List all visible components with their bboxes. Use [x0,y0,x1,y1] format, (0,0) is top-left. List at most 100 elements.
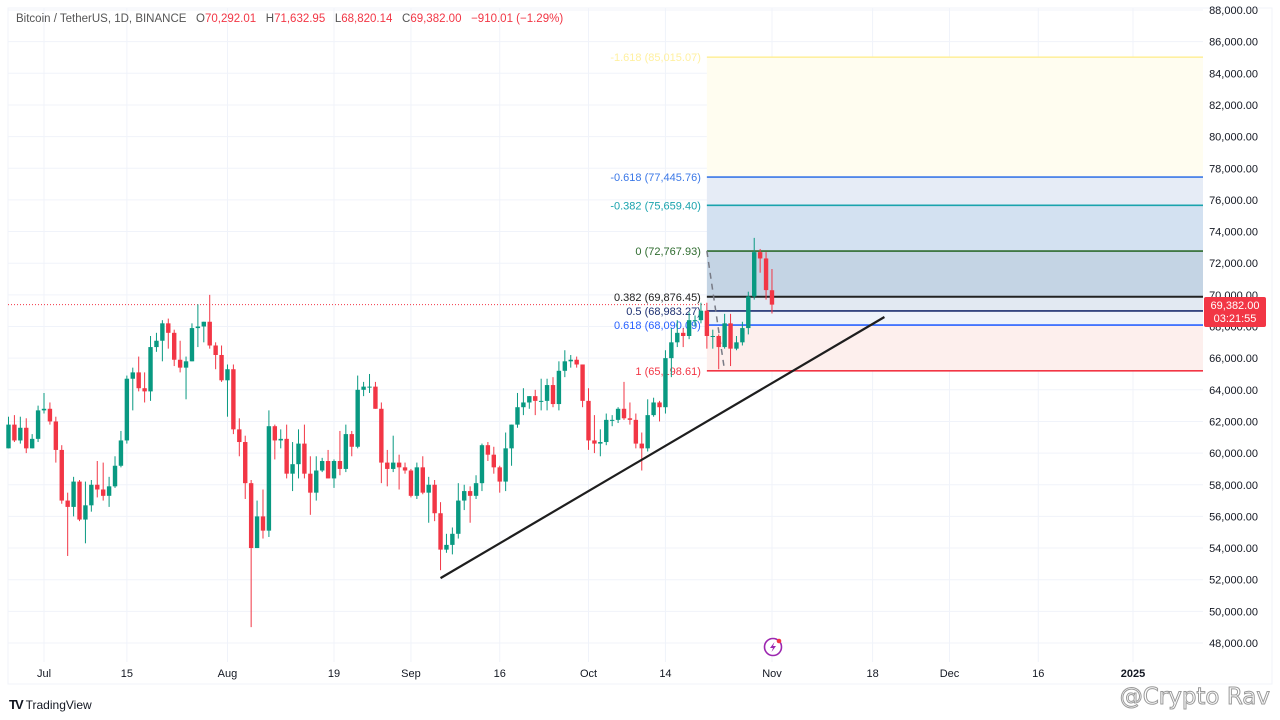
candle-body [308,473,313,493]
candle [59,445,64,504]
price-tick-label: 56,000.00 [1209,511,1258,523]
candle-body [343,434,349,469]
candle-body [550,385,556,405]
candle-body [225,369,230,381]
candle-body [385,462,390,469]
candle-body [615,408,621,420]
candle [47,402,53,425]
candle [467,486,473,523]
candle [201,321,206,343]
candle-body [515,407,520,425]
candle-body [645,415,650,449]
candle [669,328,674,378]
watermark: @Crypto Rav [1119,684,1270,711]
candle [112,456,118,488]
candle-body [402,467,408,471]
candle [35,405,41,443]
candle-body [331,461,337,479]
candle [657,400,662,422]
time-tick-label: 2025 [1121,668,1145,680]
candle [136,356,141,392]
time-tick-label: 16 [494,668,506,680]
candle-body [201,321,206,327]
candle [491,446,497,474]
candle [521,388,526,416]
candle-body [213,345,218,355]
candle [420,456,425,495]
candle-body [83,505,88,520]
fib-level-label: 0 (72,767.93) [635,246,700,258]
candle [509,424,514,466]
candle [497,465,502,493]
candle-body [243,442,248,484]
candle-body [219,354,224,381]
symbol-legend[interactable]: Bitcoin / TetherUS, 1D, BINANCE O70,292.… [16,13,563,25]
candle-body [361,386,366,390]
candle [550,377,556,408]
candle [343,424,349,473]
candle-body [296,443,301,465]
candle-body [438,513,443,550]
candle [740,321,745,346]
time-tick-label: 19 [328,668,340,680]
candle-body [284,438,289,474]
candle-body [71,481,76,507]
candle [130,367,135,411]
candle [704,302,710,349]
candle [432,480,437,522]
candle [183,356,189,400]
candle-body [148,347,153,392]
fib-zone [706,57,1203,178]
candle [29,434,35,449]
candle-body [710,335,715,337]
price-tick-label: 66,000.00 [1209,353,1258,365]
tradingview-logo[interactable]: TV TradingView [9,697,92,712]
price-tick-label: 88,000.00 [1209,5,1258,17]
candle [314,456,319,501]
high-value: 71,632.95 [274,13,326,25]
candle [515,392,520,428]
fib-zone [706,251,1203,297]
candle-body [556,370,562,405]
time-tick-label: Dec [940,668,960,680]
candle [106,476,112,507]
candle-body [207,321,212,346]
candle [337,430,343,476]
candle-body [65,500,70,507]
candle [462,484,467,511]
candle-body [254,516,260,549]
candle-body [657,402,662,408]
candle [100,462,106,501]
candle-body [260,516,266,531]
candle [686,312,692,340]
fib-level-label: -0.382 (75,659.40) [610,200,701,212]
candle [722,313,727,349]
candle [627,402,633,425]
fib-zone [706,205,1203,252]
time-tick-label: Oct [580,668,597,680]
candle [148,335,153,401]
candle-body [266,426,272,531]
candle [319,457,325,473]
fib-anchor-line[interactable] [706,250,726,371]
candle [479,443,485,492]
candle [331,459,337,488]
candle-body [136,372,141,389]
candle [675,320,680,348]
candle [680,328,686,348]
candle-body [177,359,183,368]
trendline[interactable] [439,316,885,580]
fib-zone [706,296,1203,311]
candle [83,481,88,544]
candle-body [349,434,354,447]
time-axis[interactable]: Jul 15 Aug 19 Sep 16 Oct 14 Nov 18 Dec 16 2025 [37,668,1145,680]
drawings[interactable] [439,316,885,580]
fibonacci-extension[interactable]: -1.618 (85,015.07) -0.618 (77,445.76) -0.3… [610,52,1203,378]
candle [592,415,597,454]
candle-body [479,445,485,484]
candle [53,416,59,463]
candle [414,462,420,499]
price-axis[interactable]: 88,000.00 86,000.00 84,000.00 82,000.00 80,0… [1209,5,1258,650]
lightning-bolt-icon[interactable] [763,637,783,657]
